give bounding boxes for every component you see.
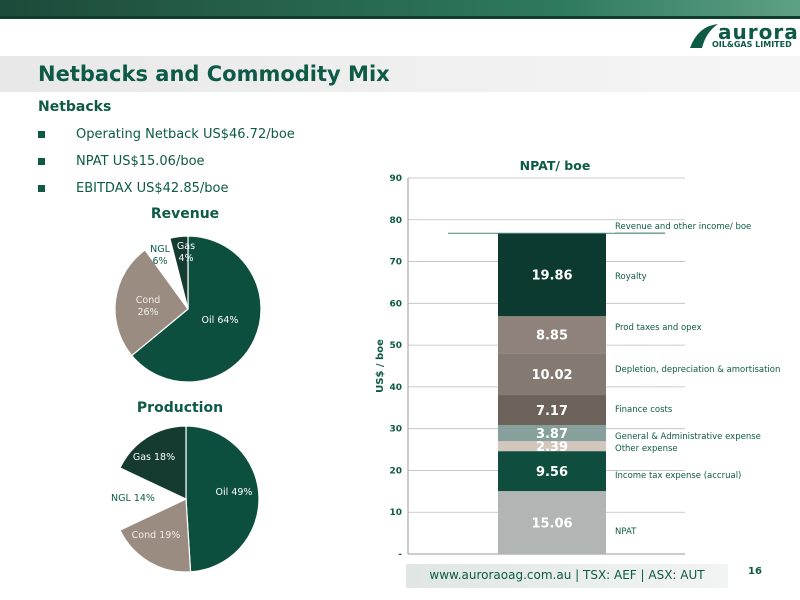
y-tick-label: 30 xyxy=(389,425,402,435)
bar-segment-ga xyxy=(498,424,606,442)
pie-label-gas: 4% xyxy=(178,253,193,264)
bar-segment-depreciation xyxy=(498,353,606,396)
bar-legend-label: Finance costs xyxy=(615,405,673,415)
top-band xyxy=(0,0,800,16)
bar-legend-label: Depletion, depreciation & amortisation xyxy=(615,365,780,375)
pie-label-gas: Gas xyxy=(177,241,195,252)
pie-label-ngl: 6% xyxy=(152,256,167,267)
production-pie-chart: Oil 49% Cond 19% NGL 14% Gas 18% xyxy=(111,425,260,573)
logo-subtitle: OIL&GAS LIMITED xyxy=(712,40,792,49)
bar-value-label: 2.39 xyxy=(536,440,568,455)
netbacks-heading: Netbacks xyxy=(38,99,112,115)
y-tick-label: 90 xyxy=(389,174,402,184)
page-number: 16 xyxy=(748,566,762,577)
bar-value-label: 19.86 xyxy=(531,269,572,284)
title-bar xyxy=(0,56,800,92)
pie-slice-gas xyxy=(119,425,187,500)
production-pie-title: Production xyxy=(136,400,224,416)
netback-item: NPAT US$15.06/boe xyxy=(38,153,295,180)
pie-slice-gas xyxy=(169,235,189,310)
netback-item-text: NPAT US$15.06/boe xyxy=(76,154,205,169)
y-tick-label: 40 xyxy=(389,383,402,393)
bar-segment-npat xyxy=(498,491,606,554)
pie-slice-ngl xyxy=(112,467,188,531)
bar-segment-other xyxy=(498,441,606,452)
bullet-square-icon xyxy=(38,185,45,192)
y-tick-label: 80 xyxy=(389,216,402,226)
top-band-line xyxy=(0,16,800,19)
bar-value-label: 8.85 xyxy=(536,329,568,344)
y-axis-label: US$ / boe xyxy=(375,339,386,393)
bar-value-label: 9.56 xyxy=(536,465,568,480)
page-title: Netbacks and Commodity Mix xyxy=(38,62,390,86)
y-tick-label: 20 xyxy=(389,466,402,476)
y-tick-label: 70 xyxy=(389,258,402,268)
bar-segment-income_tax xyxy=(498,451,606,492)
footer-bar: www.auroraoag.com.au | TSX: AEF | ASX: A… xyxy=(406,564,728,588)
netback-item-text: EBITDAX US$42.85/boe xyxy=(76,181,229,196)
pie-label-gas: Gas 18% xyxy=(133,452,175,463)
netback-item: Operating Netback US$46.72/boe xyxy=(38,126,295,153)
company-logo: aurora OIL&GAS LIMITED xyxy=(688,20,799,52)
footer-text: www.auroraoag.com.au | TSX: AEF | ASX: A… xyxy=(429,568,705,582)
pie-label-ngl: NGL xyxy=(150,244,170,255)
bar-legend-label: Other expense xyxy=(615,444,678,454)
netbacks-list: Operating Netback US$46.72/boe NPAT US$1… xyxy=(38,126,295,207)
bar-segment-royalty xyxy=(498,233,606,317)
pie-label-cond: Cond 19% xyxy=(132,530,181,541)
pie-label-oil: Oil 64% xyxy=(202,315,239,326)
y-tick-label: - xyxy=(398,550,402,560)
revenue-pie-title: Revenue xyxy=(150,206,220,222)
logo-word: aurora xyxy=(718,20,799,44)
pie-label-cond: 26% xyxy=(137,307,158,318)
y-tick-label: 60 xyxy=(389,299,402,309)
netback-item-text: Operating Netback US$46.72/boe xyxy=(76,127,295,142)
pie-slice-oil xyxy=(185,425,260,573)
total-label: Revenue and other income/ boe xyxy=(615,222,751,232)
pie-label-cond: Cond xyxy=(136,295,161,306)
pie-label-ngl: NGL 14% xyxy=(111,493,155,504)
bar-legend-label: Royalty xyxy=(615,272,647,282)
bar-legend-label: General & Administrative expense xyxy=(615,432,761,442)
bar-legend-label: Income tax expense (accrual) xyxy=(615,471,741,481)
bar-legend-label: NPAT xyxy=(615,527,637,537)
bar-segment-finance xyxy=(498,395,606,425)
bar-segment-prod xyxy=(498,316,606,354)
bar-chart-title: NPAT/ boe xyxy=(520,158,591,173)
y-tick-label: 50 xyxy=(389,341,402,351)
bar-value-label: 7.17 xyxy=(536,404,568,419)
bar-value-label: 15.06 xyxy=(531,517,572,532)
bar-value-label: 10.02 xyxy=(531,368,572,383)
y-tick-label: 10 xyxy=(389,508,402,518)
pie-label-oil: Oil 49% xyxy=(216,487,253,498)
pie-slice-oil xyxy=(130,235,262,383)
bar-value-label: 3.87 xyxy=(536,427,568,442)
pie-slice-cond xyxy=(114,249,189,357)
npat-boe-chart: NPAT/ boe - 10 20 30 40 50 60 70 80 90 US$ / boe 15.… xyxy=(375,158,780,560)
logo-swoosh-icon xyxy=(690,24,718,48)
bullet-square-icon xyxy=(38,131,45,138)
netback-item: EBITDAX US$42.85/boe xyxy=(38,180,295,207)
bar-legend-label: Prod taxes and opex xyxy=(615,323,702,333)
bullet-square-icon xyxy=(38,158,45,165)
pie-slice-cond xyxy=(119,498,192,573)
